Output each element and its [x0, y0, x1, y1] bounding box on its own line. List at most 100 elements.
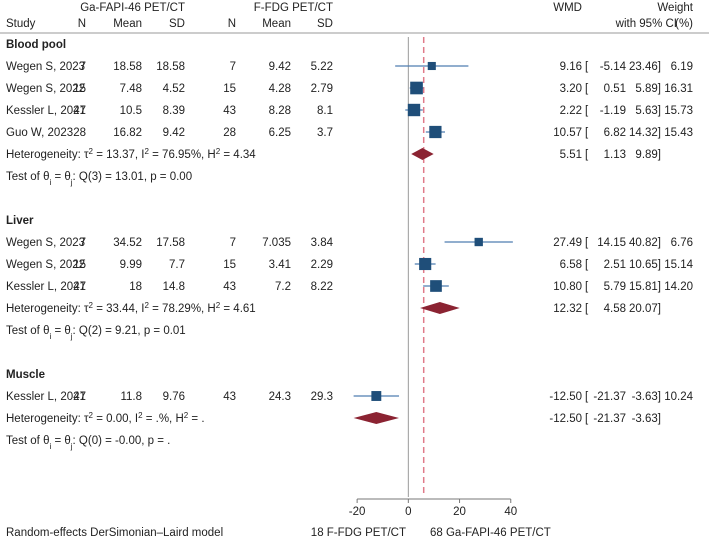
model-note: Random-effects DerSimonian–Laird model: [6, 527, 223, 539]
col-header-2: Mean: [113, 18, 142, 30]
ci-lower: 5.79: [604, 281, 626, 293]
study-square: [427, 61, 436, 71]
weight-value: 10.24: [664, 391, 693, 403]
wmd-value: 10.80: [553, 281, 582, 293]
n-fdg: 15: [223, 83, 236, 95]
mean-ga: 16.82: [113, 127, 142, 139]
study-name: Wegen S, 2023: [6, 61, 85, 73]
group-a-header: Ga-FAPI-46 PET/CT: [80, 2, 185, 14]
ci-upper: -3.63]: [632, 391, 661, 403]
study-square: [371, 391, 382, 401]
col-header-4: N: [228, 18, 236, 30]
bracket-open: [: [585, 61, 589, 73]
n-ga: 15: [73, 83, 86, 95]
test-line: Test of θi = θj: Q(2) = 9.21, p = 0.01: [6, 325, 186, 341]
group-label: Blood pool: [6, 39, 66, 51]
bracket-open: [: [585, 105, 589, 117]
n-ga: 47: [73, 391, 86, 403]
study-name: Wegen S, 2022: [6, 83, 85, 95]
sd-ga: 9.42: [163, 127, 185, 139]
col-header-1: N: [78, 18, 86, 30]
sd-ga: 18.58: [156, 61, 185, 73]
study-name: Kessler L, 2021: [6, 281, 86, 293]
wmd-value: 9.16: [560, 61, 582, 73]
heterogeneity-line: Heterogeneity: τ2 = 13.37, I2 = 76.95%, …: [6, 147, 256, 162]
weight-unit-header: (%): [675, 18, 693, 30]
wmd-value: -12.50: [549, 391, 582, 403]
ci-lower: 0.51: [604, 83, 626, 95]
pooled-wmd: 12.32: [553, 303, 582, 315]
ci-lower: -1.19: [600, 105, 626, 117]
mean-ga: 34.52: [113, 237, 142, 249]
group-b-header: F-FDG PET/CT: [254, 2, 333, 14]
study-square: [419, 257, 432, 271]
n-ga: 47: [73, 105, 86, 117]
mean-fdg: 8.28: [269, 105, 291, 117]
sd-ga: 14.8: [163, 281, 185, 293]
sd-fdg: 3.84: [311, 237, 334, 249]
mean-ga: 18.58: [113, 61, 142, 73]
bracket-open: [: [585, 391, 589, 403]
bracket-open: [: [585, 127, 589, 139]
n-fdg: 7: [230, 237, 236, 249]
ci-upper: 10.65]: [629, 259, 661, 271]
n-ga: 28: [73, 127, 86, 139]
pooled-ci-upper: 9.89]: [635, 149, 661, 161]
weight-value: 6.19: [671, 61, 693, 73]
mean-fdg: 9.42: [269, 61, 291, 73]
mean-fdg: 7.035: [262, 237, 291, 249]
study-square: [429, 125, 442, 139]
ci-lower: 6.82: [604, 127, 626, 139]
n-fdg: 43: [223, 105, 236, 117]
sd-fdg: 3.7: [317, 127, 333, 139]
ci-lower: 14.15: [597, 237, 626, 249]
weight-value: 16.31: [664, 83, 693, 95]
mean-fdg: 3.41: [269, 259, 291, 271]
pooled-ci-lower: 4.58: [604, 303, 626, 315]
pooled-ci-upper: 20.07]: [629, 303, 661, 315]
study-name: Kessler L, 2021: [6, 391, 86, 403]
n-fdg: 28: [223, 127, 236, 139]
sd-fdg: 29.3: [311, 391, 333, 403]
bracket-open: [: [585, 281, 589, 293]
n-fdg: 43: [223, 391, 236, 403]
pooled-wmd: -12.50: [549, 413, 582, 425]
n-ga: 7: [80, 61, 86, 73]
weight-value: 6.76: [671, 237, 693, 249]
ci-upper: 5.89]: [635, 83, 661, 95]
ci-label-header: with 95% CI: [615, 18, 677, 30]
wmd-value: 27.49: [553, 237, 582, 249]
test-line: Test of θi = θj: Q(3) = 13.01, p = 0.00: [6, 171, 192, 187]
ci-lower: -5.14: [600, 61, 627, 73]
sd-fdg: 8.22: [311, 281, 333, 293]
ci-lower: -21.37: [593, 391, 626, 403]
study-col-header: Study: [6, 18, 36, 30]
mean-ga: 11.8: [120, 391, 142, 403]
sd-fdg: 8.1: [317, 105, 333, 117]
study-name: Wegen S, 2023: [6, 237, 85, 249]
mean-ga: 7.48: [120, 83, 142, 95]
x-tick-label: -20: [349, 506, 366, 518]
sd-fdg: 2.29: [311, 259, 333, 271]
group-label: Liver: [6, 215, 34, 227]
pooled-diamond: [420, 302, 460, 314]
pooled-ci-upper: -3.63]: [632, 413, 661, 425]
study-square: [410, 81, 423, 95]
mean-ga: 18: [129, 281, 142, 293]
bracket-open: [: [585, 83, 589, 95]
bracket-open: [: [585, 237, 589, 249]
group-label: Muscle: [6, 369, 45, 381]
col-header-5: Mean: [262, 18, 291, 30]
pooled-diamond: [353, 412, 400, 424]
mean-fdg: 24.3: [269, 391, 291, 403]
sd-ga: 7.7: [169, 259, 185, 271]
x-tick-label: 20: [453, 506, 466, 518]
mean-fdg: 4.28: [269, 83, 291, 95]
x-tick-label: 0: [405, 506, 411, 518]
study-square: [430, 280, 442, 292]
n-fdg: 7: [230, 61, 236, 73]
weight-label-header: Weight: [657, 2, 693, 14]
n-ga: 7: [80, 237, 86, 249]
pooled-ci-lower: -21.37: [593, 413, 626, 425]
